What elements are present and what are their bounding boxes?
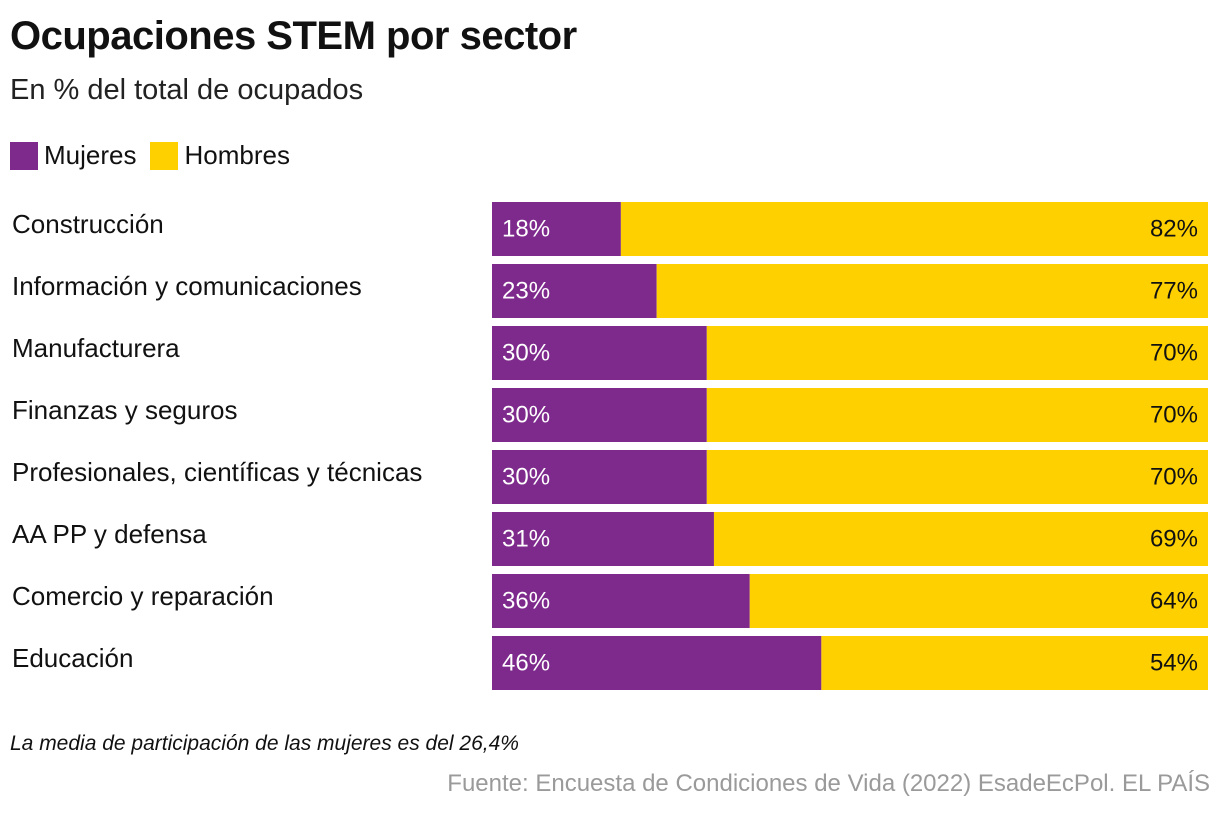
bar-hombres: [713, 512, 1208, 566]
value-label-hombres: 77%: [1150, 277, 1198, 304]
value-label-mujeres: 23%: [502, 277, 550, 304]
bar-mujeres: [492, 326, 707, 380]
legend-swatch-mujeres: [10, 141, 38, 170]
value-label-hombres: 82%: [1150, 215, 1198, 242]
value-label-hombres: 64%: [1150, 587, 1198, 614]
bar-mujeres: [492, 202, 621, 256]
category-label: Manufacturera: [12, 333, 180, 363]
legend-label-mujeres: Mujeres: [44, 140, 137, 170]
value-label-hombres: 70%: [1150, 339, 1198, 366]
bar-hombres: [656, 264, 1208, 318]
bar-hombres: [620, 202, 1208, 256]
value-label-hombres: 70%: [1150, 401, 1198, 428]
category-label: Comercio y reparación: [12, 581, 274, 611]
bar-hombres: [749, 574, 1208, 628]
category-label: Finanzas y seguros: [12, 395, 237, 425]
value-label-mujeres: 31%: [502, 525, 550, 552]
value-label-hombres: 69%: [1150, 525, 1198, 552]
bar-hombres: [706, 326, 1208, 380]
bar-mujeres: [492, 574, 750, 628]
legend-item-mujeres: Mujeres: [10, 140, 136, 171]
value-label-mujeres: 30%: [502, 339, 550, 366]
footnote: La media de participación de las mujeres…: [10, 732, 519, 755]
bar-mujeres: [492, 450, 707, 504]
value-label-hombres: 70%: [1150, 463, 1198, 490]
category-label: Información y comunicaciones: [12, 271, 362, 301]
legend-label-hombres: Hombres: [184, 140, 290, 170]
category-label: Profesionales, científicas y técnicas: [12, 457, 422, 487]
value-label-hombres: 54%: [1150, 649, 1198, 676]
value-label-mujeres: 46%: [502, 649, 550, 676]
bar-mujeres: [492, 512, 714, 566]
value-label-mujeres: 18%: [502, 215, 550, 242]
legend: Mujeres Hombres: [10, 140, 304, 171]
legend-item-hombres: Hombres: [150, 140, 290, 171]
stacked-bar-chart: Construcción 18% 82% Información y comunica…: [12, 202, 1208, 690]
value-label-mujeres: 30%: [502, 463, 550, 490]
bar-hombres: [706, 388, 1208, 442]
category-label: Educación: [12, 643, 133, 673]
chart-subtitle: En % del total de ocupados: [10, 74, 364, 106]
source-credit: Fuente: Encuesta de Condiciones de Vida …: [447, 770, 1210, 797]
category-label: AA PP y defensa: [12, 519, 207, 549]
bar-mujeres: [492, 264, 657, 318]
category-label: Construcción: [12, 209, 164, 239]
bar-mujeres: [492, 636, 822, 690]
bar-hombres: [821, 636, 1208, 690]
legend-swatch-hombres: [150, 141, 179, 170]
value-label-mujeres: 30%: [502, 401, 550, 428]
bar-hombres: [706, 450, 1208, 504]
value-label-mujeres: 36%: [502, 587, 550, 614]
bar-mujeres: [492, 388, 707, 442]
chart-title: Ocupaciones STEM por sector: [10, 14, 577, 58]
